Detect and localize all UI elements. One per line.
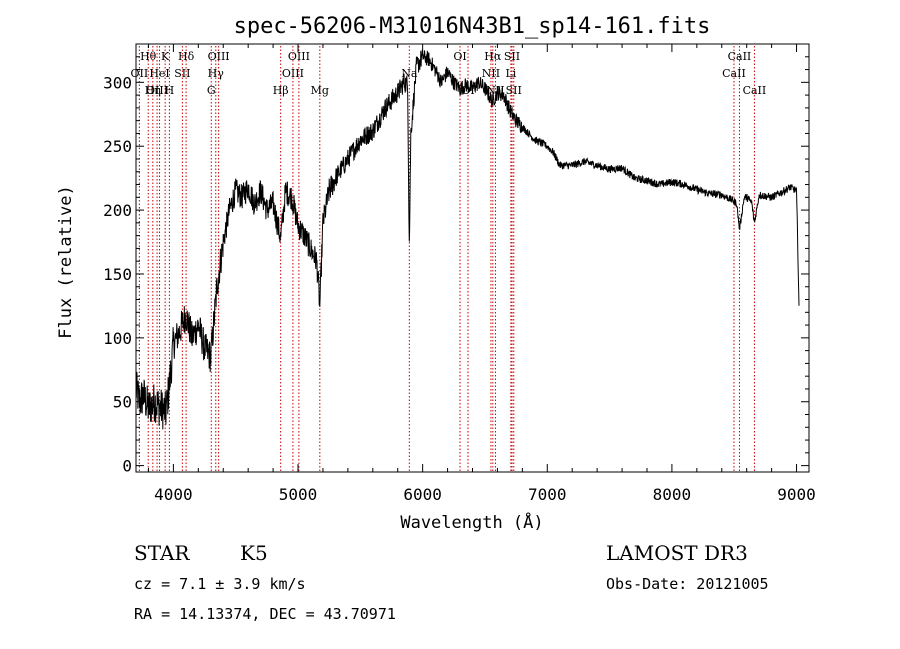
y-tick-label: 250 xyxy=(103,137,132,156)
spectral-line-label: NII xyxy=(482,67,500,80)
spectral-line-label: OIII xyxy=(208,50,230,63)
redshift-value: cz = 7.1 ± 3.9 km/s xyxy=(134,575,306,593)
y-tick-label: 100 xyxy=(103,329,132,348)
x-tick-label: 8000 xyxy=(653,485,692,504)
x-tick-label: 7000 xyxy=(528,485,567,504)
spectrum-line xyxy=(135,49,800,430)
y-axis-label: Flux (relative) xyxy=(56,185,76,339)
x-tick-label: 5000 xyxy=(279,485,318,504)
spectral-line-label: CaII xyxy=(722,67,746,80)
spectral-line-label: CaII xyxy=(743,84,767,97)
x-axis-ticks: 4000 5000 6000 7000 8000 9000 xyxy=(147,44,816,504)
y-tick-label: 300 xyxy=(103,73,132,92)
spectral-line-label: OIII xyxy=(288,50,310,63)
spectral-line-label: Hα xyxy=(484,50,502,63)
spectral-line-label: OIII xyxy=(282,67,304,80)
ra-dec-coordinates: RA = 14.13374, DEC = 43.70971 xyxy=(134,605,396,623)
y-tick-label: 150 xyxy=(103,265,132,284)
spectral-line-label: Mg xyxy=(311,84,329,97)
spectral-line-label: SII xyxy=(506,84,522,97)
x-tick-label: 4000 xyxy=(154,485,193,504)
spectral-line-label: SII xyxy=(174,67,190,80)
y-tick-label: 50 xyxy=(113,393,132,412)
spectral-line-label: Li xyxy=(505,67,516,80)
spectral-line-label: Hδ xyxy=(178,50,195,63)
spectral-line-label: Hθ xyxy=(140,50,157,63)
x-tick-label: 6000 xyxy=(403,485,442,504)
spectral-line-label: Hγ xyxy=(208,67,225,80)
spectral-line-label: Na xyxy=(401,67,418,80)
x-axis-label: Wavelength (Å) xyxy=(400,511,543,533)
spectral-line-label: OIII xyxy=(146,84,168,97)
spectral-line-label: HeI xyxy=(149,67,169,80)
spectral-line-label: Hβ xyxy=(273,84,289,97)
spectral-line-label: CaII xyxy=(728,50,752,63)
y-tick-label: 0 xyxy=(122,457,132,476)
spectral-line-label: G xyxy=(207,84,216,97)
spectral-line-label: Hη xyxy=(145,84,161,97)
chart-title: spec-56206-M31016N43B1_sp14-161.fits xyxy=(234,14,711,39)
object-class: STAR xyxy=(134,541,190,565)
survey-name: LAMOST DR3 xyxy=(606,541,748,565)
spectral-line-label: OI xyxy=(453,50,466,63)
spectral-line-label: SII xyxy=(504,50,520,63)
x-tick-label: 9000 xyxy=(777,485,816,504)
spectral-line-label: H xyxy=(165,84,175,97)
spectral-line-label: K xyxy=(161,50,170,63)
y-axis-ticks: 0 50 100 150 200 250 300 xyxy=(103,56,809,476)
y-tick-label: 200 xyxy=(103,201,132,220)
spectral-line-labels: Hθ OII OIII K HeI Hη H Hδ SII OIII Hγ G Hβ OIII OIII Mg… xyxy=(131,50,767,97)
observation-date: Obs-Date: 20121005 xyxy=(606,575,769,593)
spectral-line-markers xyxy=(138,46,755,472)
spectral-line-label: OII xyxy=(131,67,149,80)
object-subclass: K5 xyxy=(240,541,268,565)
